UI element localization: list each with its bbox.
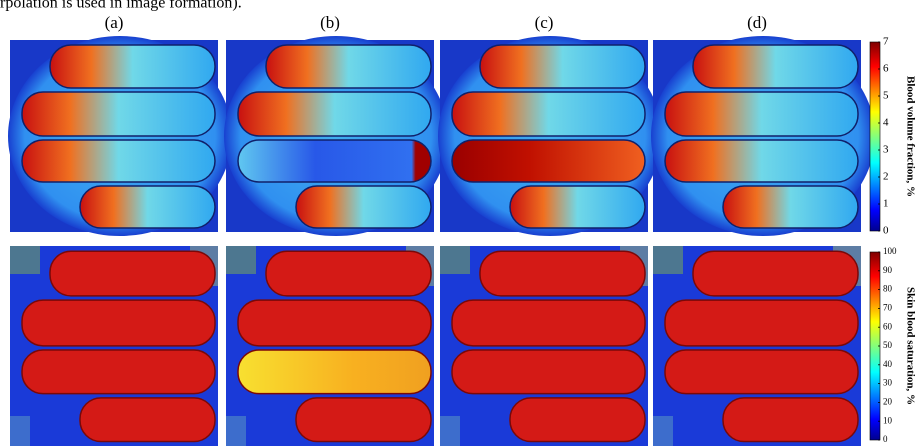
tick-label: 6 <box>883 63 889 75</box>
finger <box>510 186 645 228</box>
panel-label: (d) <box>747 13 767 32</box>
panels: (a) (b) (c) (d) 0 1 2 3 4 5 6 7 Blood volume fractio… <box>8 13 916 446</box>
finger <box>266 251 431 296</box>
finger <box>22 92 215 136</box>
finger <box>665 92 858 136</box>
finger <box>238 140 431 182</box>
finger <box>50 251 215 296</box>
finger <box>22 350 215 394</box>
tick-label: 5 <box>883 90 889 102</box>
noise-corner <box>226 246 256 274</box>
colorbar-label: Skin blood saturation, % <box>904 287 916 405</box>
finger <box>480 45 645 88</box>
finger <box>665 300 858 346</box>
finger <box>238 300 431 346</box>
volume-image <box>651 36 875 236</box>
page: rpolation is used in image formation). (… <box>0 0 920 446</box>
tick-label: 70 <box>883 302 893 312</box>
figure: rpolation is used in image formation). (… <box>0 0 920 446</box>
tick-label: 4 <box>883 117 889 129</box>
finger <box>480 251 645 296</box>
panel-label: (a) <box>105 13 124 32</box>
tick-label: 1 <box>883 198 889 210</box>
noise-corner <box>10 416 30 446</box>
noise-corner <box>440 246 470 274</box>
finger <box>693 251 858 296</box>
finger <box>80 186 215 228</box>
finger <box>22 140 215 182</box>
volume-image <box>8 36 232 236</box>
saturation-image <box>653 246 861 446</box>
finger <box>693 45 858 88</box>
volume-image <box>438 36 662 236</box>
tick-label: 2 <box>883 171 889 183</box>
finger <box>452 140 645 182</box>
noise-corner <box>10 246 40 274</box>
tick-label: 3 <box>883 144 889 156</box>
finger <box>80 398 215 442</box>
finger <box>22 300 215 346</box>
noise-corner <box>653 246 683 274</box>
colorbar <box>870 42 880 231</box>
tick-label: 50 <box>883 340 893 350</box>
finger <box>238 92 431 136</box>
tick-label: 0 <box>883 434 888 444</box>
finger <box>296 186 431 228</box>
finger <box>665 140 858 182</box>
tick-label: 100 <box>883 246 897 256</box>
finger <box>266 45 431 88</box>
finger <box>723 398 858 442</box>
tick-label: 80 <box>883 284 893 294</box>
finger <box>50 45 215 88</box>
panel-label: (c) <box>535 13 554 32</box>
tick-label: 30 <box>883 378 893 388</box>
finger <box>452 300 645 346</box>
noise-corner <box>440 416 460 446</box>
tick-label: 20 <box>883 396 893 406</box>
saturation-image <box>10 246 218 446</box>
tick-label: 60 <box>883 321 893 331</box>
saturation-image <box>226 246 434 446</box>
tick-label: 40 <box>883 359 893 369</box>
finger <box>510 398 645 442</box>
caption-fragment: rpolation is used in image formation). <box>0 0 242 12</box>
finger <box>296 398 431 442</box>
finger <box>452 350 645 394</box>
noise-corner <box>653 416 673 446</box>
tick-label: 90 <box>883 265 893 275</box>
noise-corner <box>226 416 246 446</box>
panel-label: (b) <box>320 13 340 32</box>
tick-label: 0 <box>883 225 889 237</box>
finger <box>723 186 858 228</box>
saturation-image <box>440 246 648 446</box>
finger <box>452 92 645 136</box>
tick-label: 7 <box>883 36 889 48</box>
volume-image <box>224 36 448 236</box>
finger <box>665 350 858 394</box>
tick-label: 10 <box>883 415 893 425</box>
finger <box>238 350 431 394</box>
colorbar-label: Blood volume fraction, % <box>904 76 916 197</box>
